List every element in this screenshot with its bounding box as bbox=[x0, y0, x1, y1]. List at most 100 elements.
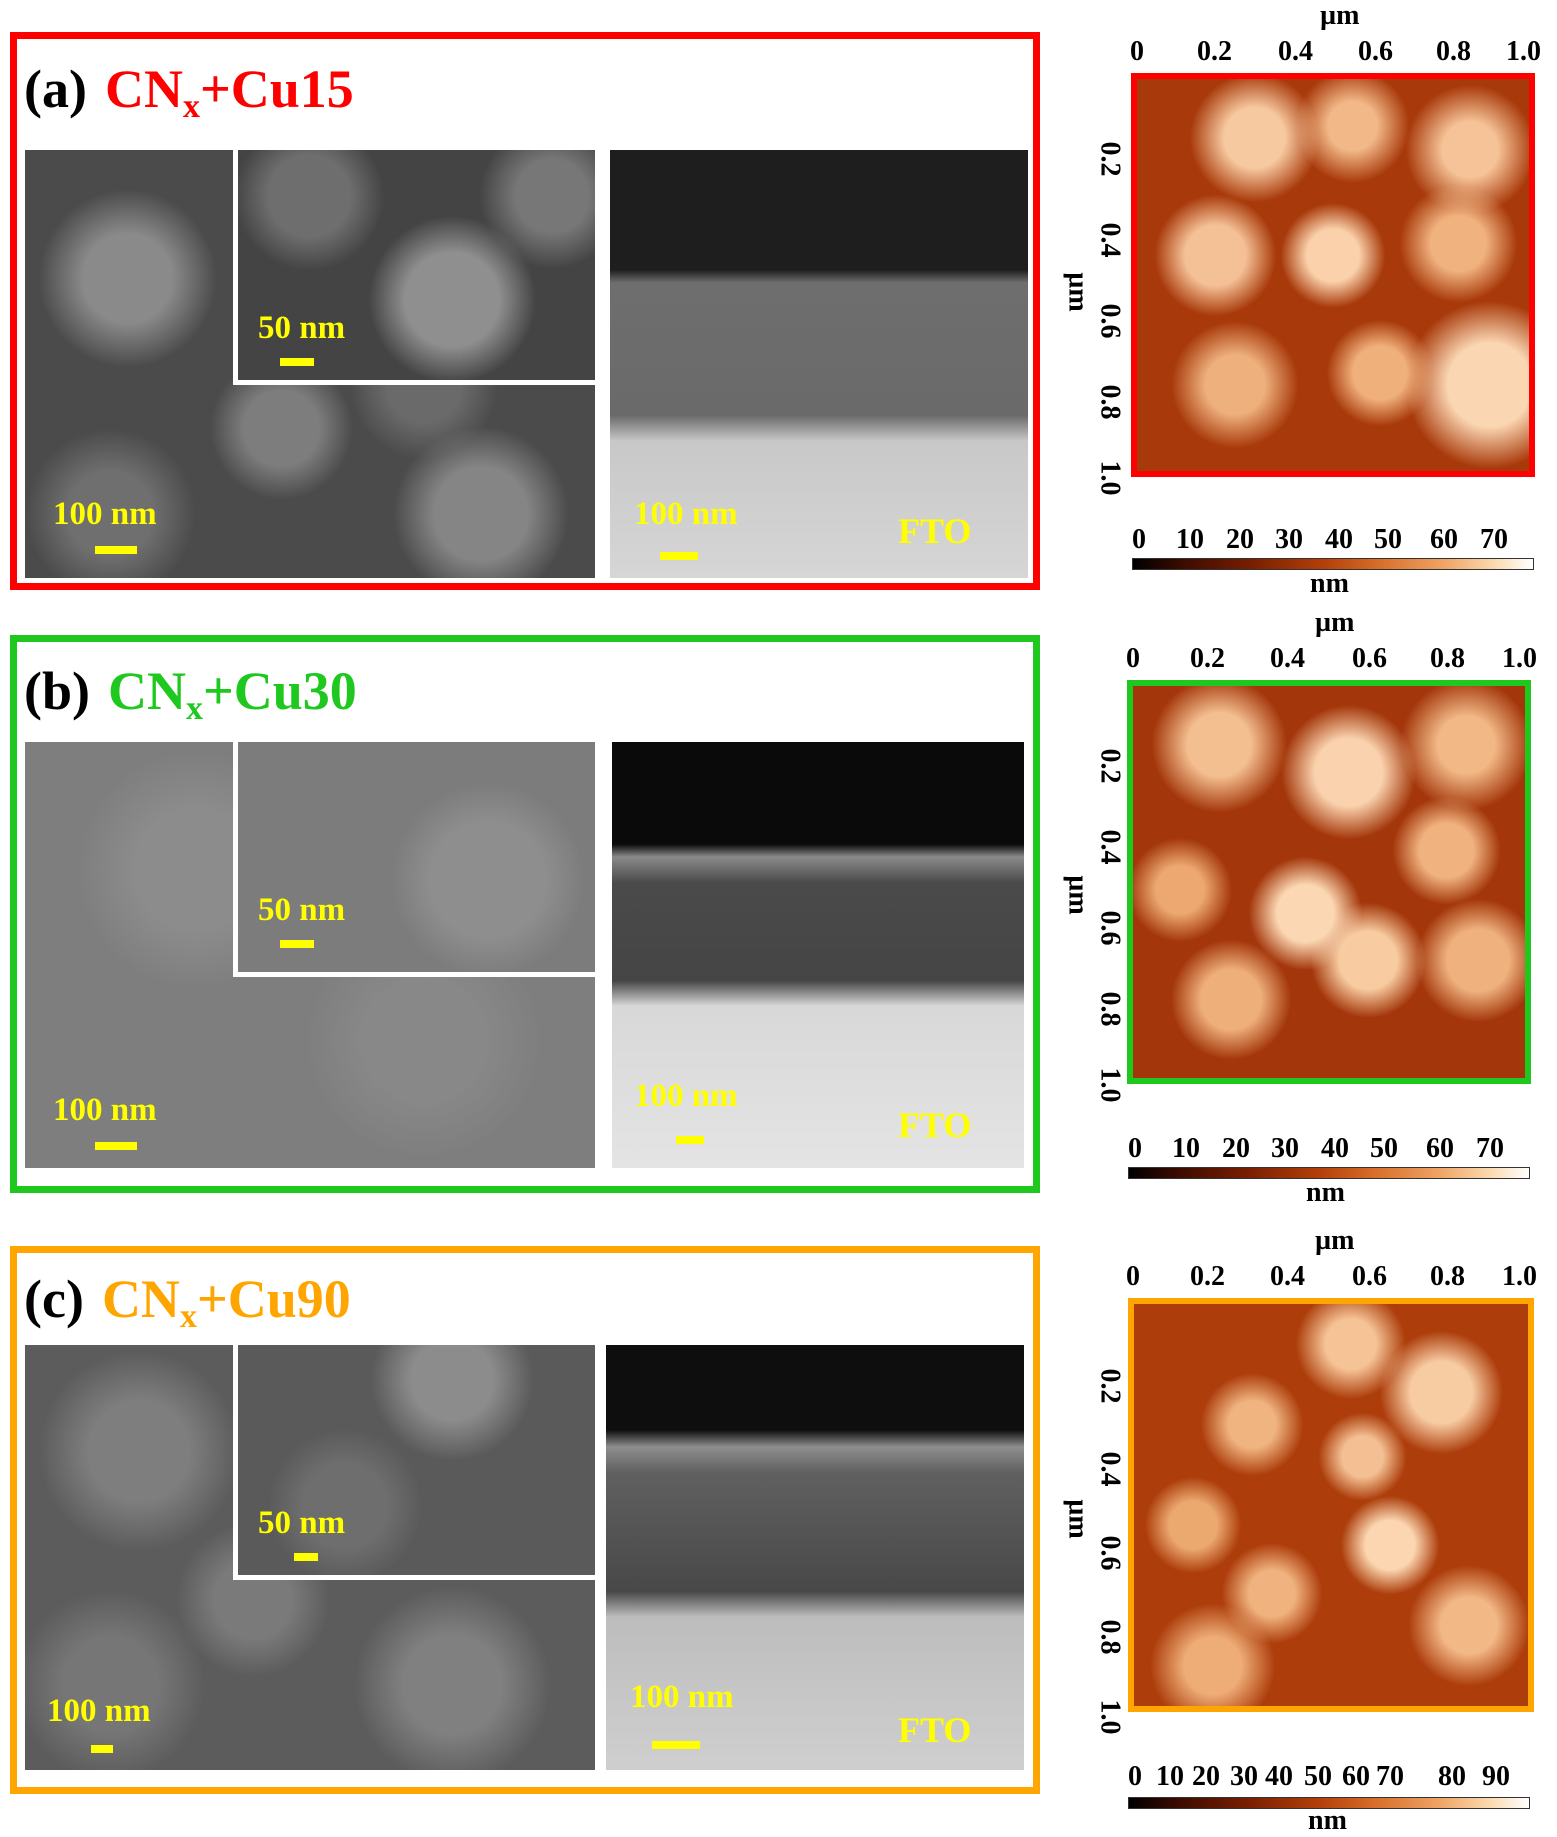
afm-x-tick: 1.0 bbox=[1506, 36, 1541, 67]
colorbar-tick: 50 bbox=[1370, 1133, 1398, 1164]
afm-height-map bbox=[1127, 680, 1531, 1084]
sem-cross-section-image: 100 nm FTO bbox=[610, 150, 1028, 578]
panel-c-label: (c) CNx+Cu90 bbox=[24, 1272, 351, 1334]
colorbar-tick: 0 bbox=[1128, 1761, 1142, 1792]
afm-height-map bbox=[1131, 73, 1535, 477]
sem-scale-label: 100 nm bbox=[47, 1693, 151, 1729]
colorbar-tick: 50 bbox=[1374, 524, 1402, 555]
xsec-scale-label: 100 nm bbox=[630, 1679, 734, 1715]
colorbar bbox=[1132, 558, 1534, 570]
xsec-scale-bar bbox=[676, 1136, 704, 1144]
inset-scale-label: 50 nm bbox=[258, 310, 346, 346]
colorbar-tick: 90 bbox=[1482, 1761, 1510, 1792]
colorbar-tick: 60 bbox=[1342, 1761, 1370, 1792]
sem-scale-label: 100 nm bbox=[53, 1092, 157, 1128]
afm-x-tick: 0 bbox=[1126, 643, 1140, 674]
afm-b: µm 0 0.2 0.4 0.6 0.8 1.0 µm 0.2 0.4 0.6 … bbox=[1040, 607, 1557, 1208]
afm-y-tick: 0.2 bbox=[1094, 748, 1126, 784]
inset-scale-bar bbox=[280, 940, 314, 948]
xsec-scale-bar bbox=[660, 552, 698, 560]
afm-x-tick: 0.8 bbox=[1430, 1261, 1465, 1292]
afm-y-tick: 0.8 bbox=[1094, 991, 1126, 1027]
afm-y-axis-unit: µm bbox=[1062, 875, 1094, 915]
sem-inset-image: 50 nm bbox=[233, 150, 595, 385]
afm-y-axis-unit: µm bbox=[1062, 1499, 1094, 1539]
afm-x-tick: 0.4 bbox=[1270, 1261, 1305, 1292]
colorbar-unit: nm bbox=[1306, 1177, 1345, 1208]
afm-y-tick: 0.8 bbox=[1094, 384, 1126, 420]
colorbar-tick: 20 bbox=[1226, 524, 1254, 555]
colorbar-tick: 0 bbox=[1132, 524, 1146, 555]
afm-c: µm 0 0.2 0.4 0.6 0.8 1.0 µm 0.2 0.4 0.6 … bbox=[1040, 1225, 1557, 1836]
afm-y-tick: 0.6 bbox=[1094, 303, 1126, 339]
sem-scale-bar bbox=[91, 1745, 113, 1753]
afm-x-tick: 0 bbox=[1126, 1261, 1140, 1292]
sem-inset-image: 50 nm bbox=[233, 1345, 595, 1580]
inset-scale-bar bbox=[294, 1553, 318, 1561]
afm-x-tick: 0.6 bbox=[1352, 643, 1387, 674]
afm-y-tick: 0.4 bbox=[1094, 829, 1126, 865]
afm-x-tick: 0.8 bbox=[1430, 643, 1465, 674]
afm-x-axis-unit: µm bbox=[1315, 1225, 1355, 1256]
colorbar-tick: 10 bbox=[1176, 524, 1204, 555]
colorbar-tick: 70 bbox=[1480, 524, 1508, 555]
panel-letter: (a) bbox=[24, 59, 87, 119]
afm-x-tick: 0.6 bbox=[1352, 1261, 1387, 1292]
afm-x-axis-unit: µm bbox=[1320, 0, 1360, 31]
sem-scale-label: 100 nm bbox=[53, 496, 157, 532]
sem-inset-image: 50 nm bbox=[233, 742, 595, 977]
afm-x-tick: 1.0 bbox=[1502, 643, 1537, 674]
afm-y-tick: 1.0 bbox=[1094, 460, 1126, 496]
panel-b-label: (b) CNx+Cu30 bbox=[24, 664, 357, 726]
afm-y-tick: 0.6 bbox=[1094, 910, 1126, 946]
afm-y-tick: 0.4 bbox=[1094, 222, 1126, 258]
substrate-label: FTO bbox=[898, 1105, 972, 1145]
substrate-label: FTO bbox=[898, 1710, 972, 1750]
sample-name: CNx+Cu30 bbox=[108, 661, 357, 727]
afm-x-tick: 1.0 bbox=[1502, 1261, 1537, 1292]
panel-c-frame bbox=[10, 1246, 1040, 1794]
sample-name: CNx+Cu90 bbox=[101, 1269, 351, 1335]
colorbar-tick: 70 bbox=[1476, 1133, 1504, 1164]
colorbar-tick: 60 bbox=[1426, 1133, 1454, 1164]
afm-x-tick: 0.6 bbox=[1358, 36, 1393, 67]
afm-x-tick: 0 bbox=[1130, 36, 1144, 67]
afm-a: µm 0 0.2 0.4 0.6 0.8 1.0 µm 0.2 0.4 0.6 … bbox=[1040, 0, 1557, 600]
afm-x-tick: 0.2 bbox=[1190, 1261, 1225, 1292]
afm-y-axis-unit: µm bbox=[1062, 272, 1094, 312]
colorbar-tick: 50 bbox=[1304, 1761, 1332, 1792]
colorbar bbox=[1128, 1167, 1530, 1179]
colorbar-tick: 70 bbox=[1376, 1761, 1404, 1792]
colorbar-tick: 30 bbox=[1275, 524, 1303, 555]
colorbar-unit: nm bbox=[1310, 568, 1349, 599]
sem-top-view-image: 50 nm 100 nm bbox=[25, 1345, 595, 1770]
afm-x-axis-unit: µm bbox=[1315, 607, 1355, 638]
sem-top-view-image: 50 nm 100 nm bbox=[25, 150, 595, 578]
sem-scale-bar bbox=[95, 546, 137, 554]
inset-scale-label: 50 nm bbox=[258, 1505, 346, 1541]
sem-top-view-image: 50 nm 100 nm bbox=[25, 742, 595, 1168]
panel-b-frame bbox=[10, 635, 1040, 1193]
afm-x-tick: 0.2 bbox=[1190, 643, 1225, 674]
colorbar-tick: 10 bbox=[1156, 1761, 1184, 1792]
afm-height-map bbox=[1128, 1298, 1534, 1712]
sem-cross-section-image: 100 nm FTO bbox=[612, 742, 1024, 1168]
afm-y-tick: 0.8 bbox=[1094, 1619, 1126, 1655]
afm-y-tick: 0.6 bbox=[1094, 1535, 1126, 1571]
colorbar-tick: 80 bbox=[1438, 1761, 1466, 1792]
afm-y-tick: 1.0 bbox=[1094, 1067, 1126, 1103]
xsec-scale-label: 100 nm bbox=[634, 1078, 738, 1114]
afm-y-tick: 0.2 bbox=[1094, 141, 1126, 177]
colorbar-tick: 20 bbox=[1222, 1133, 1250, 1164]
afm-x-tick: 0.4 bbox=[1270, 643, 1305, 674]
sem-scale-bar bbox=[95, 1142, 137, 1150]
colorbar-tick: 30 40 bbox=[1230, 1761, 1293, 1792]
sem-cross-section-image: 100 nm FTO bbox=[606, 1345, 1024, 1770]
afm-y-tick: 1.0 bbox=[1094, 1699, 1126, 1735]
afm-x-tick: 0.8 bbox=[1436, 36, 1471, 67]
colorbar-unit: nm bbox=[1308, 1805, 1347, 1836]
afm-y-tick: 0.2 bbox=[1094, 1368, 1126, 1404]
colorbar-tick: 10 bbox=[1172, 1133, 1200, 1164]
panel-letter: (b) bbox=[24, 661, 90, 721]
xsec-scale-bar bbox=[652, 1741, 700, 1749]
